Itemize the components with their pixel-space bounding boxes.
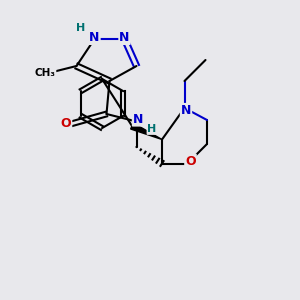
Text: N: N [89,31,100,44]
Polygon shape [130,123,162,140]
Text: N: N [133,112,143,126]
Text: O: O [61,117,71,130]
Text: N: N [181,104,191,117]
Text: CH₃: CH₃ [34,68,56,79]
Text: N: N [119,31,130,44]
Text: O: O [185,154,196,168]
Text: H: H [148,124,157,134]
Text: H: H [76,22,85,33]
